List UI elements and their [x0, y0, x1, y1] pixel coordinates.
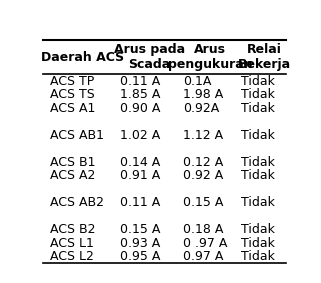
Text: Tidak: Tidak	[241, 250, 275, 263]
Text: ACS A2: ACS A2	[49, 169, 95, 182]
Text: 1.85 A: 1.85 A	[120, 88, 161, 101]
Text: 0.18 A: 0.18 A	[183, 223, 223, 236]
Text: 0.11 A: 0.11 A	[120, 74, 161, 87]
Text: ACS TS: ACS TS	[49, 88, 94, 101]
Text: Relai
Bekerja: Relai Bekerja	[238, 43, 291, 71]
Text: 0.91 A: 0.91 A	[120, 169, 161, 182]
Text: Tidak: Tidak	[241, 102, 275, 115]
Text: 0.15 A: 0.15 A	[183, 196, 223, 209]
Text: Tidak: Tidak	[241, 237, 275, 250]
Text: 0.12 A: 0.12 A	[183, 156, 223, 169]
Text: 0.1A: 0.1A	[183, 74, 211, 87]
Text: 0.93 A: 0.93 A	[120, 237, 161, 250]
Text: Daerah ACS: Daerah ACS	[41, 51, 125, 64]
Text: ACS L2: ACS L2	[49, 250, 93, 263]
Text: ACS A1: ACS A1	[49, 102, 95, 115]
Text: Tidak: Tidak	[241, 196, 275, 209]
Text: 0.90 A: 0.90 A	[120, 102, 161, 115]
Text: 1.98 A: 1.98 A	[183, 88, 223, 101]
Text: ACS L1: ACS L1	[49, 237, 93, 250]
Text: ACS AB2: ACS AB2	[49, 196, 104, 209]
Text: ACS B1: ACS B1	[49, 156, 95, 169]
Text: 1.12 A: 1.12 A	[183, 128, 223, 142]
Text: 0.92 A: 0.92 A	[183, 169, 223, 182]
Text: Tidak: Tidak	[241, 128, 275, 142]
Text: Tidak: Tidak	[241, 88, 275, 101]
Text: 0.97 A: 0.97 A	[183, 250, 223, 263]
Text: Arus pada
Scada: Arus pada Scada	[114, 43, 185, 71]
Text: ACS TP: ACS TP	[49, 74, 94, 87]
Text: 1.02 A: 1.02 A	[120, 128, 161, 142]
Text: 0.14 A: 0.14 A	[120, 156, 161, 169]
Text: Tidak: Tidak	[241, 169, 275, 182]
Text: Arus
pengukuran: Arus pengukuran	[168, 43, 252, 71]
Text: 0 .97 A: 0 .97 A	[183, 237, 227, 250]
Text: ACS AB1: ACS AB1	[49, 128, 104, 142]
Text: 0.92A: 0.92A	[183, 102, 219, 115]
Text: Tidak: Tidak	[241, 74, 275, 87]
Text: ACS B2: ACS B2	[49, 223, 95, 236]
Text: 0.11 A: 0.11 A	[120, 196, 161, 209]
Text: 0.15 A: 0.15 A	[120, 223, 161, 236]
Text: 0.95 A: 0.95 A	[120, 250, 161, 263]
Text: Tidak: Tidak	[241, 223, 275, 236]
Text: Tidak: Tidak	[241, 156, 275, 169]
